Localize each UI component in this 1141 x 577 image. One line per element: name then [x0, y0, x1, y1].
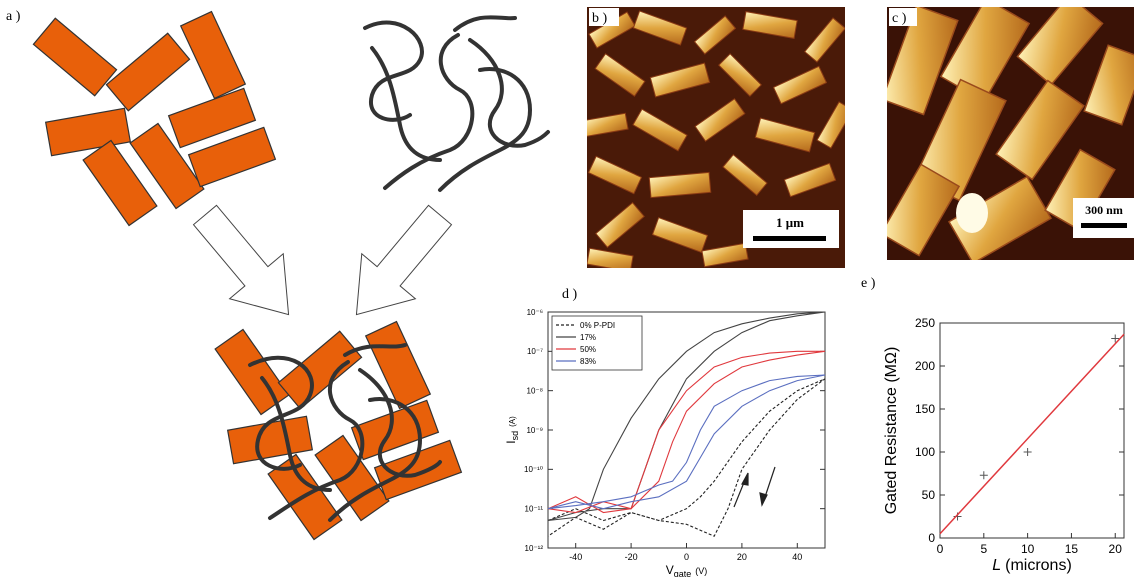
x-axis-label-main: L — [992, 557, 1001, 574]
y-tick-label: 10⁻⁷ — [527, 347, 543, 356]
panel-label: a ) — [6, 9, 21, 24]
y-axis-label-unit: (A) — [508, 416, 517, 427]
x-axis-label: L(microns) — [992, 557, 1072, 574]
y-axis-label-sub: sd — [510, 431, 520, 441]
y-axis-label: Gated Resistance (MΩ) — [883, 347, 900, 515]
legend-label: 83% — [580, 357, 596, 366]
x-tick-label: 10 — [1021, 542, 1035, 556]
x-tick-label: 0 — [684, 552, 689, 562]
y-tick-label: 250 — [915, 316, 935, 330]
panel-label: b ) — [592, 11, 608, 26]
y-tick-label: 10⁻⁹ — [526, 426, 543, 435]
scale-bar — [1081, 223, 1127, 228]
sweep-arrows — [734, 467, 775, 507]
y-tick-label: 10⁻¹² — [525, 544, 544, 553]
panel-label: e ) — [861, 276, 876, 291]
y-tick-label: 10⁻¹⁰ — [524, 465, 543, 474]
y-axis-label-main: Gated Resistance (MΩ) — [883, 347, 900, 515]
data-point — [1024, 448, 1032, 456]
y-axis-label: Isd(A) — [504, 416, 520, 444]
y-tick-label: 0 — [928, 531, 935, 545]
y-tick-label: 50 — [922, 488, 936, 502]
nanocrystals-top — [33, 12, 275, 226]
polymer-chains-top — [365, 17, 548, 190]
x-tick-label: 20 — [1109, 542, 1123, 556]
x-tick-label: 0 — [937, 542, 944, 556]
x-axis-label-sub: gate — [674, 569, 692, 577]
scale-bar-label: 1 μm — [776, 215, 804, 230]
x-axis-label: Vgate(V) — [666, 563, 708, 577]
y-tick-label: 150 — [915, 402, 935, 416]
series-line — [548, 351, 825, 512]
legend-label: 0% P-PDI — [580, 321, 615, 330]
figure: a ) — [0, 0, 1141, 577]
series-line — [548, 379, 825, 536]
legend-label: 50% — [580, 345, 596, 354]
y-tick-label: 100 — [915, 445, 935, 459]
x-tick-label: 40 — [792, 552, 802, 562]
y-tick-label: 200 — [915, 359, 935, 373]
x-tick-label: 20 — [737, 552, 747, 562]
y-tick-label: 10⁻⁸ — [527, 386, 544, 395]
scale-bar — [753, 236, 826, 241]
y-tick-label: 10⁻⁶ — [527, 308, 543, 317]
panel-label: d ) — [562, 287, 578, 302]
plot-frame — [940, 323, 1124, 538]
legend-label: 17% — [580, 333, 596, 342]
x-tick-label: 15 — [1065, 542, 1079, 556]
series-line — [940, 334, 1124, 534]
x-tick-label: -20 — [625, 552, 638, 562]
arrows — [178, 193, 467, 338]
series-line — [548, 375, 825, 509]
data-point — [980, 471, 988, 479]
nanocrystals-bottom — [215, 322, 461, 540]
panel-label: c ) — [892, 11, 907, 26]
x-axis-label-unit: (microns) — [1005, 557, 1072, 574]
x-axis-label-main: V — [666, 563, 674, 577]
y-tick-label: 10⁻¹¹ — [525, 504, 544, 513]
x-tick-label: -40 — [569, 552, 582, 562]
scale-bar-label: 300 nm — [1085, 203, 1123, 217]
x-tick-label: 5 — [980, 542, 987, 556]
x-axis-label-unit: (V) — [695, 566, 707, 576]
